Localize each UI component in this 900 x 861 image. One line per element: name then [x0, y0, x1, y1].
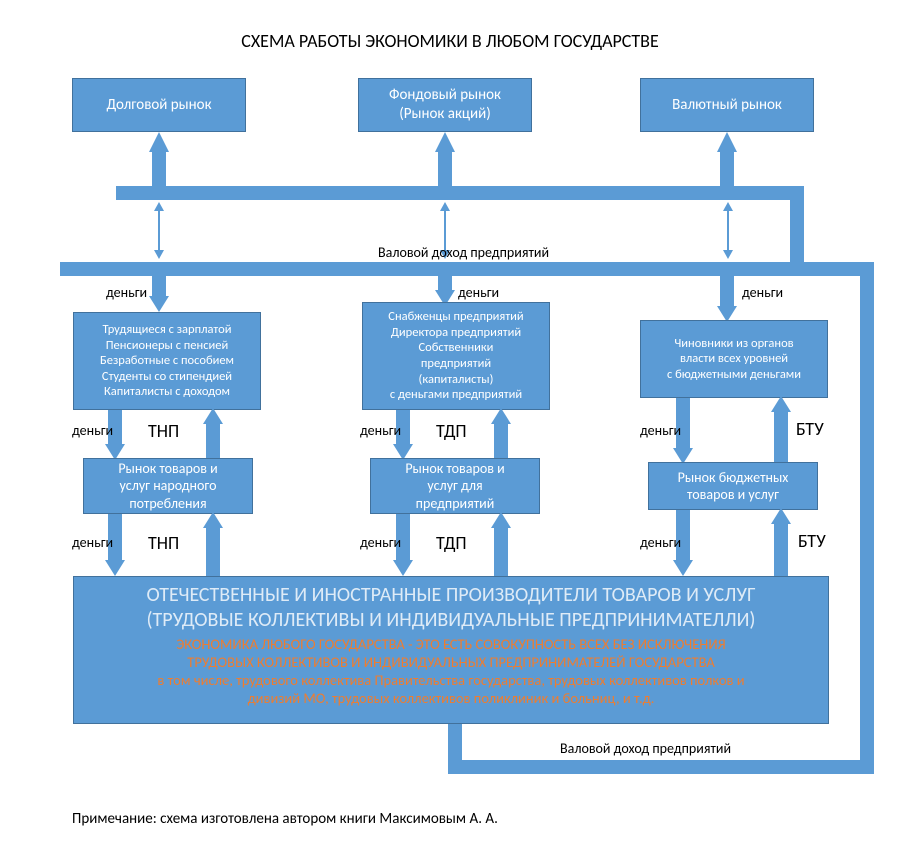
node-col3-people: Чиновники из органов власти всех уровней…: [640, 320, 828, 398]
node-debt-market: Долговой рынок: [72, 78, 246, 132]
c2-low-tdp-h: [491, 512, 511, 528]
node-col1-people: Трудящиеся с зарплатой Пенсионеры с пенс…: [73, 312, 261, 410]
label-c1-low-money: деньги: [72, 534, 113, 551]
label-money-2a: деньги: [458, 284, 499, 301]
c2-low-money-h: [393, 560, 413, 576]
label-gross-top: Валовой доход предприятий: [378, 244, 549, 261]
loop-bottom: [448, 760, 874, 774]
c1-low-money-h: [105, 560, 125, 576]
c3-low-btu: [774, 524, 788, 576]
arrow-to-forex: [720, 152, 734, 186]
arrow-to-debt: [152, 152, 166, 186]
c1-low-tnp: [206, 528, 220, 576]
c1-mid-tnp: [206, 424, 220, 458]
label-c2-low-money: деньги: [360, 534, 401, 551]
node-col2-people: Снабженцы предприятий Директора предприя…: [362, 302, 550, 410]
elbow-right-down: [790, 186, 804, 262]
thin-col1-dn: [154, 250, 164, 259]
c2-mid-tdp-h: [491, 408, 511, 424]
c1-mid-tnp-h: [203, 408, 223, 424]
diagram-canvas: СХЕМА РАБОТЫ ЭКОНОМИКИ В ЛЮБОМ ГОСУДАРСТ…: [0, 0, 900, 861]
node-stock-market: Фондовый рынок (Рынок акций): [358, 78, 532, 132]
big-line4: ТРУДОВЫХ КОЛЛЕКТИВОВ И ИНДИВИДУАЛЬНЫХ ПР…: [187, 653, 714, 671]
node-col1-market: Рынок товаров и услуг народного потребле…: [83, 458, 253, 514]
loop-riser: [860, 276, 874, 774]
c3-low-btu-h: [771, 508, 791, 524]
c3-mid-btu-h: [771, 396, 791, 412]
label-money-3a: деньги: [742, 284, 783, 301]
big-line6: дивизий МО, трудовых коллективов поликли…: [248, 689, 655, 707]
label-c1-mid-money: деньги: [72, 422, 113, 439]
label-c1-mid-tnp: ТНП: [148, 420, 179, 442]
node-producers: ОТЕЧЕСТВЕННЫЕ И ИНОСТРАННЫЕ ПРОИЗВОДИТЕЛ…: [73, 576, 829, 724]
arrowhead-stock: [435, 132, 455, 152]
down-money-1-h: [149, 296, 169, 312]
c2-low-tdp: [494, 528, 508, 576]
big-line1: ОТЕЧЕСТВЕННЫЕ И ИНОСТРАННЫЕ ПРОИЗВОДИТЕЛ…: [146, 583, 755, 608]
page-title: СХЕМА РАБОТЫ ЭКОНОМИКИ В ЛЮБОМ ГОСУДАРСТ…: [0, 30, 900, 52]
c3-low-money-h: [673, 560, 693, 576]
node-forex-market: Валютный рынок: [640, 78, 814, 132]
big-line5: в том числе, трудового коллектива Правит…: [157, 671, 744, 689]
arrow-to-stock: [438, 152, 452, 186]
bus-top: [116, 186, 804, 200]
thin-col1-up: [154, 202, 164, 211]
node-col3-market: Рынок бюджетных товаров и услуг: [648, 462, 818, 510]
thin-col3-up: [723, 202, 733, 211]
label-money-1a: деньги: [106, 284, 147, 301]
thin-col1: [158, 210, 160, 252]
c2-mid-tdp: [494, 424, 508, 458]
label-c2-mid-money: деньги: [360, 422, 401, 439]
label-c3-low-money: деньги: [640, 534, 681, 551]
bar-gross-top: [60, 262, 874, 276]
big-line3: ЭКОНОМИКА ЛЮБОГО ГОСУДАРСТВА - ЭТО ЕСТЬ …: [176, 635, 725, 653]
label-c2-mid-tdp: ТДП: [436, 420, 467, 442]
label-gross-bottom: Валовой доход предприятий: [560, 740, 731, 757]
down-money-3: [720, 276, 734, 306]
label-c2-low-tdp: ТДП: [436, 532, 467, 554]
big-line2: (ТРУДОВЫЕ КОЛЛЕКТИВЫ И ИНДИВИДУАЛЬНЫЕ ПР…: [146, 608, 755, 633]
footer-note: Примечание: схема изготовлена автором кн…: [72, 810, 498, 828]
thin-col3-dn: [723, 250, 733, 259]
thin-col3: [727, 210, 729, 252]
c3-mid-btu: [774, 412, 788, 462]
thin-col2-up: [440, 202, 450, 211]
down-money-2: [438, 276, 452, 290]
node-col2-market: Рынок товаров и услуг для предприятий: [370, 458, 540, 514]
label-c3-mid-btu: БТУ: [796, 418, 824, 440]
label-c3-low-btu: БТУ: [798, 530, 826, 552]
arrowhead-forex: [717, 132, 737, 152]
label-c1-low-tnp: ТНП: [148, 532, 179, 554]
loop-out: [448, 724, 462, 760]
c1-low-tnp-h: [203, 512, 223, 528]
label-c3-mid-money: деньги: [640, 422, 681, 439]
arrowhead-debt: [149, 132, 169, 152]
down-money-1: [152, 276, 166, 296]
